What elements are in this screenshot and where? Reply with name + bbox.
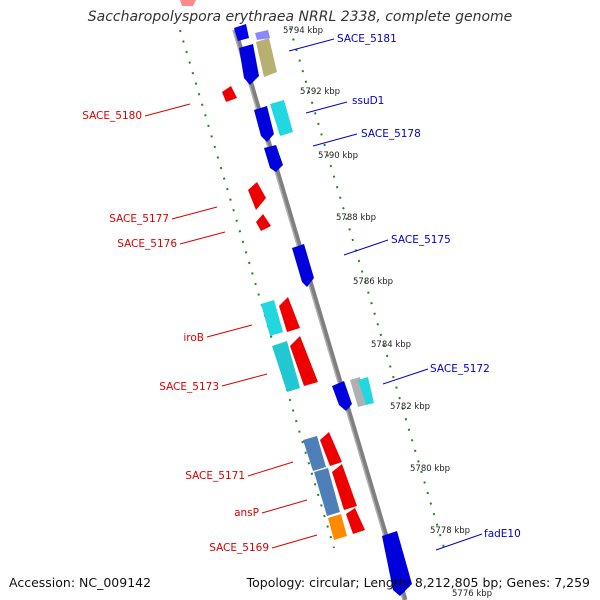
gene-label: SACE_5169 [209, 542, 269, 554]
scale-label: 5784 kbp [371, 340, 411, 350]
gene-feature [256, 214, 271, 231]
scale-label: 5786 kbp [353, 277, 393, 287]
gene-feature [328, 514, 347, 540]
gene-label: SACE_5176 [117, 238, 177, 250]
gene-feature [320, 432, 342, 466]
gene-feature [303, 436, 326, 471]
gene-feature [382, 531, 412, 596]
forward-leaders [288, 38, 483, 551]
gene-label: SACE_5172 [430, 363, 490, 375]
gene-label: SACE_5173 [159, 381, 219, 393]
gene-feature [272, 341, 300, 392]
gene-feature [332, 464, 357, 510]
gene-feature [292, 244, 314, 287]
gene-feature [261, 300, 283, 336]
gene-label: fadE10 [484, 528, 521, 540]
scale-label: 5788 kbp [336, 213, 376, 223]
scale-labels: 5794 kbp 5792 kbp 5790 kbp 5788 kbp 5786… [283, 26, 492, 599]
gene-feature [264, 145, 283, 172]
genome-summary-text: Topology: circular; Length: 8,212,805 bp… [246, 575, 590, 590]
scale-label: 5780 kbp [410, 464, 450, 474]
scale-label: 5776 kbp [452, 589, 492, 599]
accession-text: Accession: NC_009142 [9, 575, 152, 590]
scale-label: 5790 kbp [318, 151, 358, 161]
scale-label: 5792 kbp [300, 87, 340, 97]
scale-label: 5782 kbp [390, 402, 430, 412]
reverse-labels: SACE_5180 SACE_5177 SACE_5176 iroB SACE_… [82, 110, 269, 554]
gene-feature [234, 24, 249, 41]
gene-feature [290, 336, 318, 386]
gene-label: ansP [234, 507, 259, 519]
gene-feature [279, 297, 300, 332]
gene-feature [254, 106, 274, 142]
gene-feature [314, 468, 340, 516]
gene-feature [255, 30, 270, 40]
gene-feature [222, 86, 237, 102]
gene-label: SACE_5178 [361, 128, 421, 140]
gene-feature [248, 182, 266, 210]
gene-label: SACE_5175 [391, 234, 451, 246]
gene-label: ssuD1 [352, 95, 384, 107]
gene-feature [270, 100, 293, 136]
gene-feature [332, 381, 352, 411]
gene-features [180, 0, 412, 596]
gene-feature [239, 44, 259, 85]
gene-label: SACE_5177 [109, 213, 169, 225]
map-title: Saccharopolyspora erythraea NRRL 2338, c… [87, 9, 513, 25]
forward-labels: SACE_5181 ssuD1 SACE_5178 SACE_5175 SACE… [337, 33, 521, 540]
gene-feature [180, 0, 196, 6]
scale-label: 5778 kbp [430, 526, 470, 536]
gene-label: SACE_5181 [337, 33, 397, 45]
gene-label: SACE_5180 [82, 110, 142, 122]
forward-tick-track [289, 27, 445, 549]
gene-feature [358, 377, 374, 405]
gene-label: SACE_5171 [185, 470, 245, 482]
gene-label: iroB [183, 332, 204, 344]
scale-label: 5794 kbp [283, 26, 323, 36]
reverse-leaders [144, 103, 318, 549]
gene-feature [346, 508, 365, 534]
gene-feature [350, 377, 366, 407]
gene-feature [256, 38, 277, 77]
